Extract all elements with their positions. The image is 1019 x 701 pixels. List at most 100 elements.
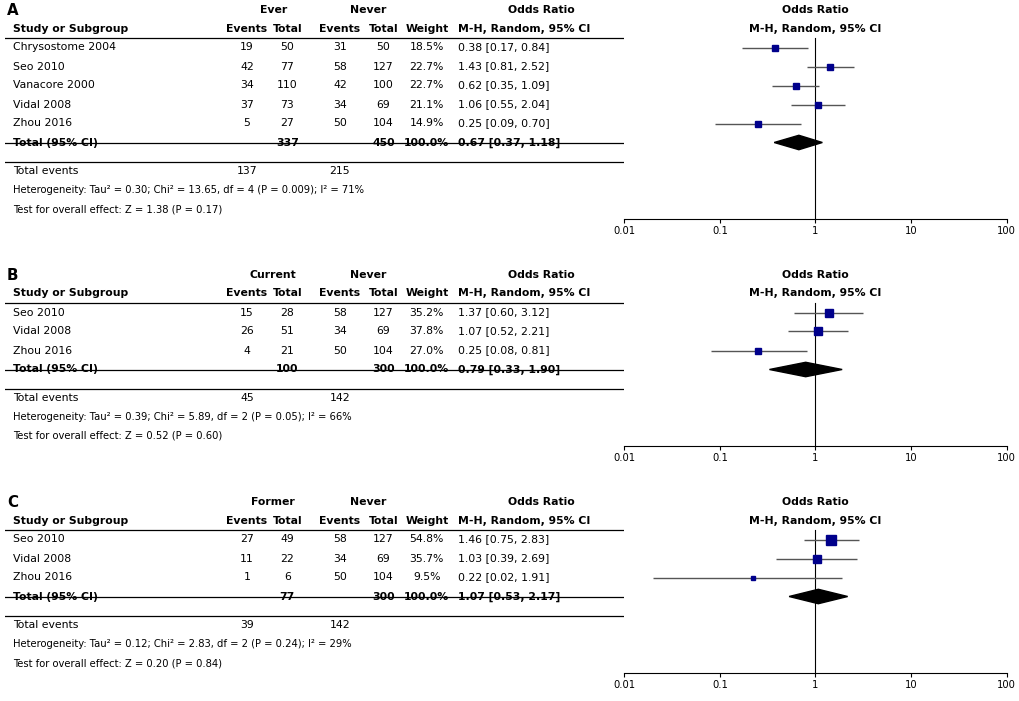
- Text: 27.0%: 27.0%: [410, 346, 443, 355]
- Text: Total events: Total events: [13, 166, 78, 176]
- Text: Events: Events: [319, 24, 360, 34]
- Text: 26: 26: [239, 327, 254, 336]
- Text: Zhou 2016: Zhou 2016: [13, 573, 72, 583]
- Text: 50: 50: [376, 43, 390, 53]
- Text: 6: 6: [283, 573, 290, 583]
- Text: 49: 49: [280, 534, 293, 545]
- Text: Odds Ratio: Odds Ratio: [782, 6, 848, 15]
- Text: 21: 21: [280, 346, 293, 355]
- Text: Events: Events: [226, 289, 267, 299]
- Text: Total: Total: [368, 289, 397, 299]
- Text: 27: 27: [239, 534, 254, 545]
- Text: Total: Total: [368, 515, 397, 526]
- Text: Never: Never: [350, 498, 386, 508]
- Text: 34: 34: [239, 81, 254, 90]
- Text: 50: 50: [280, 43, 293, 53]
- Text: 69: 69: [376, 100, 390, 109]
- Text: 1.46 [0.75, 2.83]: 1.46 [0.75, 2.83]: [458, 534, 548, 545]
- Text: Total: Total: [272, 289, 302, 299]
- Text: 50: 50: [333, 346, 346, 355]
- Text: Chrysostome 2004: Chrysostome 2004: [13, 43, 116, 53]
- Text: C: C: [7, 495, 18, 510]
- Text: 35.7%: 35.7%: [410, 554, 443, 564]
- Text: Odds Ratio: Odds Ratio: [507, 271, 575, 280]
- Text: Events: Events: [319, 515, 360, 526]
- Text: 1.37 [0.60, 3.12]: 1.37 [0.60, 3.12]: [458, 308, 548, 318]
- Text: 77: 77: [280, 62, 293, 72]
- Text: M-H, Random, 95% CI: M-H, Random, 95% CI: [458, 289, 590, 299]
- Text: Heterogeneity: Tau² = 0.12; Chi² = 2.83, df = 2 (P = 0.24); I² = 29%: Heterogeneity: Tau² = 0.12; Chi² = 2.83,…: [13, 639, 352, 649]
- Text: 21.1%: 21.1%: [410, 100, 443, 109]
- Text: 104: 104: [373, 346, 393, 355]
- Text: 1: 1: [244, 573, 250, 583]
- Text: Events: Events: [319, 289, 360, 299]
- Text: Total: Total: [272, 24, 302, 34]
- Text: Vidal 2008: Vidal 2008: [13, 327, 71, 336]
- Text: 22.7%: 22.7%: [410, 81, 443, 90]
- Text: Vidal 2008: Vidal 2008: [13, 100, 71, 109]
- Text: 100.0%: 100.0%: [404, 365, 449, 374]
- Text: 42: 42: [239, 62, 254, 72]
- Text: Total (95% CI): Total (95% CI): [13, 365, 98, 374]
- Text: Weight: Weight: [405, 289, 448, 299]
- Text: 37: 37: [239, 100, 254, 109]
- Text: Ever: Ever: [260, 6, 286, 15]
- Text: Odds Ratio: Odds Ratio: [782, 271, 848, 280]
- Polygon shape: [768, 362, 842, 376]
- Text: Odds Ratio: Odds Ratio: [782, 498, 848, 508]
- Text: Never: Never: [350, 271, 386, 280]
- Text: 1.07 [0.53, 2.17]: 1.07 [0.53, 2.17]: [458, 592, 559, 601]
- Text: Study or Subgroup: Study or Subgroup: [13, 24, 128, 34]
- Text: 14.9%: 14.9%: [410, 118, 443, 128]
- Text: 34: 34: [333, 100, 346, 109]
- Text: Heterogeneity: Tau² = 0.30; Chi² = 13.65, df = 4 (P = 0.009); I² = 71%: Heterogeneity: Tau² = 0.30; Chi² = 13.65…: [13, 185, 364, 195]
- Text: 100.0%: 100.0%: [404, 137, 449, 147]
- Text: M-H, Random, 95% CI: M-H, Random, 95% CI: [749, 289, 880, 299]
- Text: Weight: Weight: [405, 515, 448, 526]
- Text: M-H, Random, 95% CI: M-H, Random, 95% CI: [749, 24, 880, 34]
- Polygon shape: [773, 135, 821, 150]
- Text: 34: 34: [333, 554, 346, 564]
- Text: 1.43 [0.81, 2.52]: 1.43 [0.81, 2.52]: [458, 62, 548, 72]
- Text: Current: Current: [250, 271, 297, 280]
- Text: Odds Ratio: Odds Ratio: [507, 6, 575, 15]
- Text: 15: 15: [239, 308, 254, 318]
- Text: 45: 45: [239, 393, 254, 403]
- Text: 42: 42: [333, 81, 346, 90]
- Text: 19: 19: [239, 43, 254, 53]
- Text: Events: Events: [226, 24, 267, 34]
- Text: 127: 127: [373, 534, 393, 545]
- Text: Zhou 2016: Zhou 2016: [13, 118, 72, 128]
- Text: Weight: Weight: [405, 24, 448, 34]
- Text: Test for overall effect: Z = 0.20 (P = 0.84): Test for overall effect: Z = 0.20 (P = 0…: [13, 658, 222, 668]
- Text: M-H, Random, 95% CI: M-H, Random, 95% CI: [458, 515, 590, 526]
- Text: Heterogeneity: Tau² = 0.39; Chi² = 5.89, df = 2 (P = 0.05); I² = 66%: Heterogeneity: Tau² = 0.39; Chi² = 5.89,…: [13, 412, 352, 422]
- Text: 0.62 [0.35, 1.09]: 0.62 [0.35, 1.09]: [458, 81, 549, 90]
- Text: 142: 142: [329, 393, 350, 403]
- Text: 35.2%: 35.2%: [410, 308, 443, 318]
- Text: 110: 110: [276, 81, 298, 90]
- Text: A: A: [7, 3, 18, 18]
- Text: 137: 137: [236, 166, 257, 176]
- Text: 104: 104: [373, 118, 393, 128]
- Text: 73: 73: [280, 100, 293, 109]
- Text: 0.38 [0.17, 0.84]: 0.38 [0.17, 0.84]: [458, 43, 549, 53]
- Text: 58: 58: [333, 534, 346, 545]
- Text: 0.22 [0.02, 1.91]: 0.22 [0.02, 1.91]: [458, 573, 549, 583]
- Text: 5: 5: [244, 118, 250, 128]
- Text: 1.07 [0.52, 2.21]: 1.07 [0.52, 2.21]: [458, 327, 548, 336]
- Text: 58: 58: [333, 62, 346, 72]
- Text: 34: 34: [333, 327, 346, 336]
- Text: 18.5%: 18.5%: [410, 43, 443, 53]
- Text: 100: 100: [373, 81, 393, 90]
- Text: M-H, Random, 95% CI: M-H, Random, 95% CI: [749, 515, 880, 526]
- Text: 9.5%: 9.5%: [413, 573, 440, 583]
- Polygon shape: [789, 590, 847, 604]
- Text: Vidal 2008: Vidal 2008: [13, 554, 71, 564]
- Text: 37.8%: 37.8%: [410, 327, 443, 336]
- Text: Study or Subgroup: Study or Subgroup: [13, 515, 128, 526]
- Text: 28: 28: [280, 308, 293, 318]
- Text: Seo 2010: Seo 2010: [13, 62, 65, 72]
- Text: Vanacore 2000: Vanacore 2000: [13, 81, 95, 90]
- Text: 58: 58: [333, 308, 346, 318]
